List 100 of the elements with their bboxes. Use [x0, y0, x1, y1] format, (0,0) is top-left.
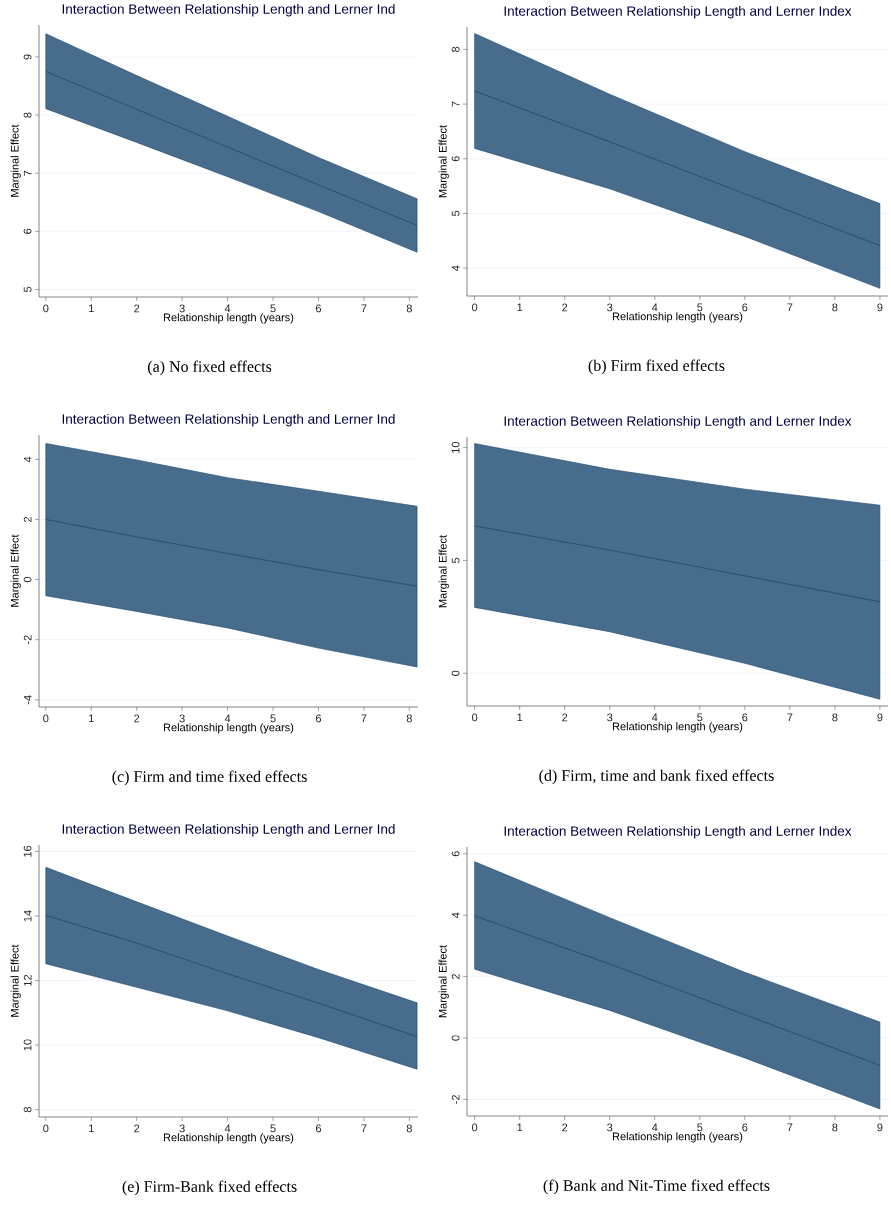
x-tick-label: 1	[89, 1124, 94, 1133]
x-tick-label: 7	[787, 713, 793, 722]
y-axis-title: Marginal Effect	[438, 125, 449, 198]
chart-title: Interaction Between Relationship Length and Lerner Index	[504, 5, 852, 19]
x-tick-label: 3	[607, 713, 613, 722]
text: (b) Firm fixed effects	[588, 359, 725, 375]
x-tick-label: 5	[697, 1123, 703, 1132]
x-tick-label: 7	[361, 1124, 367, 1133]
x-axis-title: Relationship length (years)	[163, 1133, 294, 1144]
y-tick-label: 0	[23, 576, 32, 583]
y-tick-label: 8	[451, 46, 460, 53]
x-tick-label: 6	[742, 713, 748, 722]
x-tick-label: 3	[607, 303, 613, 312]
x-tick-label: 0	[472, 303, 478, 312]
chart-title: Interaction Between Relationship Length and Lerner Ind	[62, 823, 395, 837]
y-axis-title: Marginal Effect	[10, 534, 21, 607]
y-tick-label: -4	[23, 695, 32, 705]
chart-title: Interaction Between Relationship Length and Lerner Index	[504, 825, 852, 839]
x-axis-title: Relationship length (years)	[163, 313, 294, 324]
x-tick-label: 6	[315, 714, 322, 723]
chart-title: Interaction Between Relationship Length and Lerner Index	[504, 415, 852, 429]
x-tick-label: 9	[877, 303, 883, 312]
x-tick-label: 2	[562, 713, 568, 722]
x-tick-label: 0	[472, 1123, 478, 1132]
x-tick-label: 9	[877, 713, 883, 722]
x-tick-label: 8	[406, 714, 412, 723]
chart-title: Interaction Between Relationship Length and Lerner Ind	[62, 413, 395, 427]
y-tick-label: -2	[451, 1095, 460, 1104]
y-tick-label: 5	[451, 557, 460, 564]
x-tick-label: 0	[43, 304, 49, 313]
x-tick-label: 6	[742, 1123, 748, 1132]
x-tick-label: 4	[651, 303, 658, 312]
y-axis-title: Marginal Effect	[438, 535, 449, 608]
x-tick-label: 5	[270, 304, 276, 313]
y-axis-title: Marginal Effect	[10, 944, 21, 1017]
y-tick-label: -2	[23, 635, 32, 645]
x-tick-label: 3	[179, 714, 185, 723]
y-tick-label: 5	[23, 286, 32, 293]
x-tick-label: 1	[517, 303, 523, 312]
text: (f) Bank and Nit-Time fixed effects	[543, 1179, 770, 1195]
x-tick-label: 7	[787, 1123, 793, 1132]
x-tick-label: 8	[406, 304, 412, 313]
x-tick-label: 7	[787, 303, 793, 312]
x-tick-label: 5	[697, 713, 703, 722]
x-tick-label: 1	[89, 304, 94, 313]
y-tick-label: 8	[23, 112, 32, 118]
x-tick-label: 8	[832, 1123, 838, 1132]
x-tick-label: 5	[270, 1124, 276, 1133]
y-tick-label: 6	[451, 156, 460, 162]
y-tick-label: 7	[23, 170, 32, 176]
x-tick-label: 3	[179, 1124, 185, 1133]
y-tick-label: 9	[23, 54, 32, 60]
x-tick-label: 6	[742, 303, 748, 312]
text: (d) Firm, time and bank fixed effects	[539, 769, 774, 785]
x-tick-label: 1	[89, 714, 94, 723]
x-tick-label: 0	[472, 713, 478, 722]
x-tick-label: 2	[562, 1123, 568, 1132]
text: (c) Firm and time fixed effects	[112, 770, 307, 786]
x-tick-label: 2	[134, 714, 140, 723]
y-tick-label: 14	[23, 910, 32, 922]
y-tick-label: 2	[23, 516, 32, 522]
x-axis-title: Relationship length (years)	[612, 312, 743, 323]
x-tick-label: 4	[651, 713, 658, 722]
x-tick-label: 3	[179, 304, 185, 313]
y-tick-label: 7	[451, 101, 460, 107]
x-tick-label: 5	[270, 714, 276, 723]
x-tick-label: 6	[315, 304, 322, 313]
x-tick-label: 3	[607, 1123, 613, 1132]
x-tick-label: 8	[406, 1124, 412, 1133]
x-tick-label: 8	[832, 303, 838, 312]
y-tick-label: 6	[451, 851, 460, 857]
x-tick-label: 5	[697, 303, 703, 312]
x-tick-label: 7	[361, 714, 367, 723]
y-tick-label: 0	[451, 1035, 460, 1041]
x-tick-label: 8	[832, 713, 838, 722]
y-tick-label: 4	[451, 265, 460, 271]
y-axis-title: Marginal Effect	[438, 945, 449, 1018]
x-tick-label: 1	[517, 1123, 523, 1132]
x-tick-label: 9	[877, 1123, 883, 1132]
y-axis-title: Marginal Effect	[10, 124, 21, 197]
y-tick-label: 12	[23, 974, 32, 986]
x-tick-label: 4	[224, 1124, 231, 1133]
x-tick-label: 4	[651, 1123, 658, 1132]
y-tick-label: 16	[23, 845, 32, 857]
x-tick-label: 0	[43, 1124, 49, 1133]
x-tick-label: 1	[517, 713, 523, 722]
chart-title: Interaction Between Relationship Length and Lerner Ind	[62, 3, 395, 17]
x-axis-title: Relationship length (years)	[612, 1132, 743, 1143]
x-tick-label: 4	[224, 714, 231, 723]
x-tick-label: 0	[43, 714, 49, 723]
y-tick-label: 10	[451, 441, 460, 453]
y-tick-label: 10	[23, 1039, 32, 1051]
x-tick-label: 2	[562, 303, 568, 312]
y-tick-label: 6	[23, 228, 32, 234]
y-tick-label: 8	[23, 1107, 32, 1113]
y-tick-label: 0	[451, 670, 460, 676]
x-tick-label: 2	[134, 1124, 140, 1133]
x-tick-label: 6	[315, 1124, 322, 1133]
y-tick-label: 4	[23, 456, 32, 463]
y-tick-label: 4	[451, 912, 460, 918]
